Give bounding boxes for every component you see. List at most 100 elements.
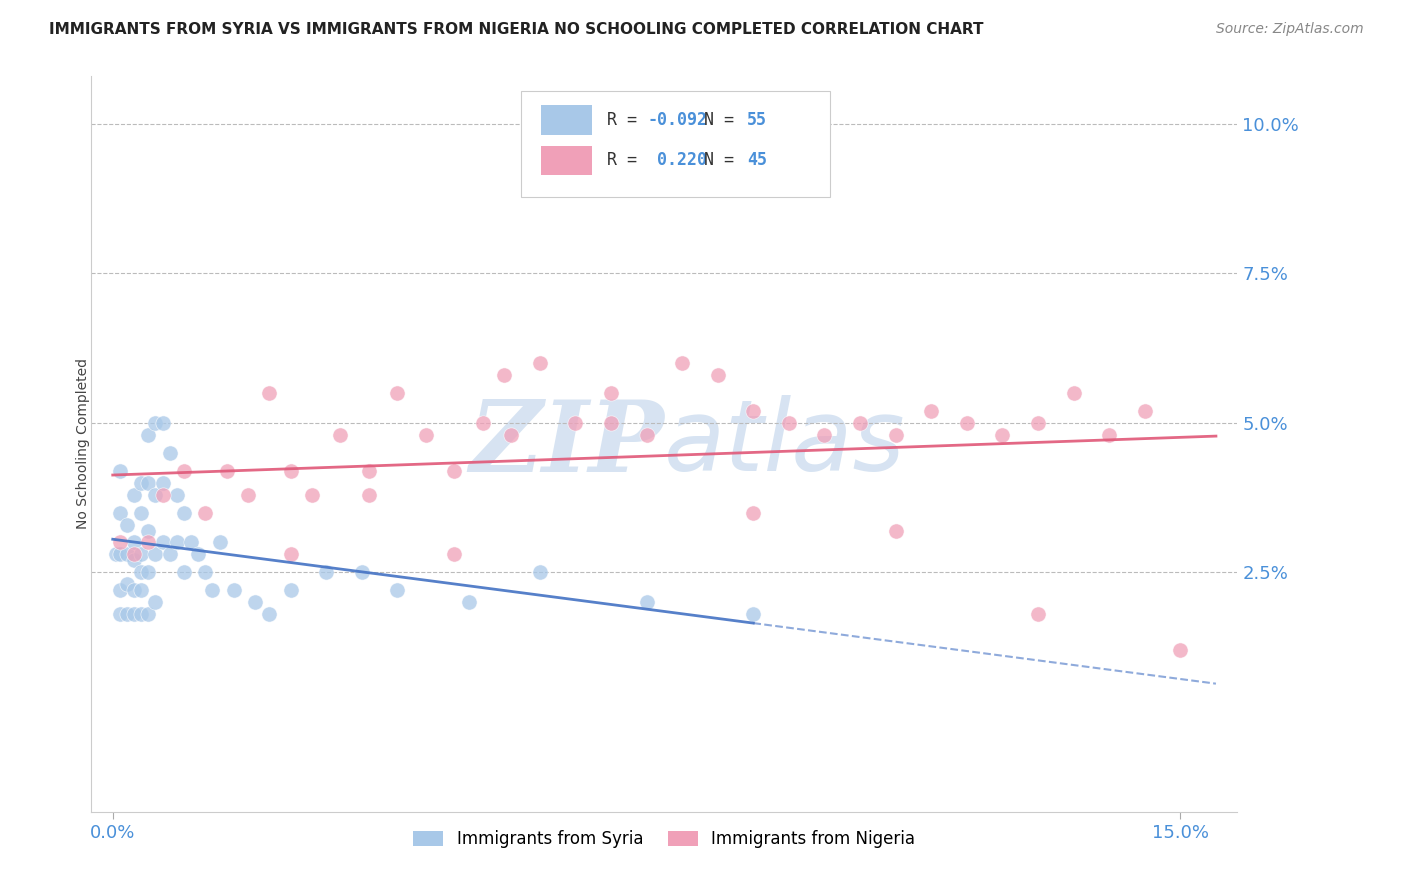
FancyBboxPatch shape — [540, 145, 592, 175]
Immigrants from Nigeria — [280, 548, 302, 562]
Immigrants from Nigeria — [443, 464, 465, 478]
Immigrants from Syria — [115, 577, 138, 591]
Immigrants from Syria — [742, 607, 765, 622]
Immigrants from Syria — [180, 535, 202, 549]
Text: 55: 55 — [747, 111, 766, 129]
Immigrants from Syria — [105, 548, 128, 562]
Immigrants from Syria — [122, 488, 145, 502]
Immigrants from Syria — [243, 595, 266, 609]
Immigrants from Syria — [115, 548, 138, 562]
Immigrants from Nigeria — [236, 488, 259, 502]
Immigrants from Nigeria — [194, 506, 217, 520]
Immigrants from Syria — [129, 506, 152, 520]
Immigrants from Syria — [145, 416, 167, 430]
Immigrants from Nigeria — [122, 548, 145, 562]
Immigrants from Nigeria — [742, 506, 765, 520]
Text: atlas: atlas — [664, 395, 905, 492]
Text: ZIP: ZIP — [470, 395, 664, 492]
Immigrants from Nigeria — [280, 464, 302, 478]
Immigrants from Syria — [259, 607, 281, 622]
Immigrants from Syria — [222, 583, 245, 598]
Immigrants from Syria — [129, 566, 152, 580]
Immigrants from Syria — [136, 524, 159, 538]
Y-axis label: No Schooling Completed: No Schooling Completed — [76, 359, 90, 529]
Immigrants from Nigeria — [529, 356, 551, 370]
Text: -0.092: -0.092 — [647, 111, 707, 129]
Immigrants from Nigeria — [1063, 385, 1085, 400]
Immigrants from Nigeria — [778, 416, 800, 430]
Text: N =: N = — [704, 111, 744, 129]
Immigrants from Nigeria — [501, 427, 523, 442]
Immigrants from Nigeria — [884, 427, 907, 442]
Immigrants from Syria — [108, 548, 131, 562]
Immigrants from Nigeria — [329, 427, 352, 442]
Text: R =: R = — [607, 152, 647, 169]
Immigrants from Syria — [173, 506, 195, 520]
Immigrants from Nigeria — [849, 416, 872, 430]
Immigrants from Syria — [159, 548, 181, 562]
Text: 45: 45 — [747, 152, 766, 169]
Immigrants from Nigeria — [1026, 607, 1049, 622]
Immigrants from Nigeria — [564, 416, 586, 430]
Immigrants from Syria — [108, 583, 131, 598]
Immigrants from Syria — [529, 566, 551, 580]
Immigrants from Syria — [129, 548, 152, 562]
Immigrants from Syria — [136, 607, 159, 622]
Immigrants from Syria — [152, 416, 174, 430]
Immigrants from Syria — [129, 583, 152, 598]
Immigrants from Syria — [108, 506, 131, 520]
Immigrants from Syria — [145, 548, 167, 562]
Immigrants from Syria — [166, 535, 188, 549]
Immigrants from Nigeria — [1098, 427, 1121, 442]
Immigrants from Syria — [122, 553, 145, 567]
Immigrants from Nigeria — [108, 535, 131, 549]
Immigrants from Syria — [173, 566, 195, 580]
Immigrants from Syria — [159, 446, 181, 460]
Immigrants from Syria — [152, 475, 174, 490]
Immigrants from Nigeria — [357, 488, 380, 502]
Text: R =: R = — [607, 111, 647, 129]
Immigrants from Nigeria — [259, 385, 281, 400]
Immigrants from Nigeria — [742, 404, 765, 418]
Immigrants from Syria — [129, 607, 152, 622]
Immigrants from Nigeria — [600, 416, 623, 430]
Immigrants from Nigeria — [920, 404, 942, 418]
Immigrants from Syria — [201, 583, 224, 598]
Immigrants from Nigeria — [215, 464, 238, 478]
Immigrants from Syria — [115, 517, 138, 532]
Immigrants from Syria — [152, 535, 174, 549]
Immigrants from Nigeria — [173, 464, 195, 478]
Text: N =: N = — [704, 152, 744, 169]
Immigrants from Nigeria — [813, 427, 835, 442]
Immigrants from Syria — [315, 566, 337, 580]
Immigrants from Syria — [166, 488, 188, 502]
Immigrants from Nigeria — [415, 427, 437, 442]
Immigrants from Nigeria — [357, 464, 380, 478]
Immigrants from Syria — [387, 583, 409, 598]
Text: 0.220: 0.220 — [647, 152, 707, 169]
FancyBboxPatch shape — [522, 90, 831, 197]
Immigrants from Syria — [122, 607, 145, 622]
Immigrants from Nigeria — [471, 416, 494, 430]
Immigrants from Syria — [129, 475, 152, 490]
Immigrants from Syria — [108, 607, 131, 622]
Immigrants from Syria — [636, 595, 658, 609]
Immigrants from Nigeria — [991, 427, 1014, 442]
Text: IMMIGRANTS FROM SYRIA VS IMMIGRANTS FROM NIGERIA NO SCHOOLING COMPLETED CORRELAT: IMMIGRANTS FROM SYRIA VS IMMIGRANTS FROM… — [49, 22, 984, 37]
Immigrants from Syria — [115, 607, 138, 622]
Immigrants from Syria — [136, 566, 159, 580]
Immigrants from Syria — [122, 535, 145, 549]
Immigrants from Nigeria — [443, 548, 465, 562]
Legend: Immigrants from Syria, Immigrants from Nigeria: Immigrants from Syria, Immigrants from N… — [406, 823, 922, 855]
Immigrants from Syria — [136, 475, 159, 490]
Immigrants from Syria — [136, 427, 159, 442]
Immigrants from Nigeria — [301, 488, 323, 502]
Immigrants from Nigeria — [636, 427, 658, 442]
Immigrants from Syria — [122, 583, 145, 598]
Immigrants from Nigeria — [494, 368, 516, 382]
Immigrants from Syria — [457, 595, 479, 609]
FancyBboxPatch shape — [540, 105, 592, 135]
Immigrants from Nigeria — [136, 535, 159, 549]
Immigrants from Nigeria — [600, 385, 623, 400]
Immigrants from Nigeria — [152, 488, 174, 502]
